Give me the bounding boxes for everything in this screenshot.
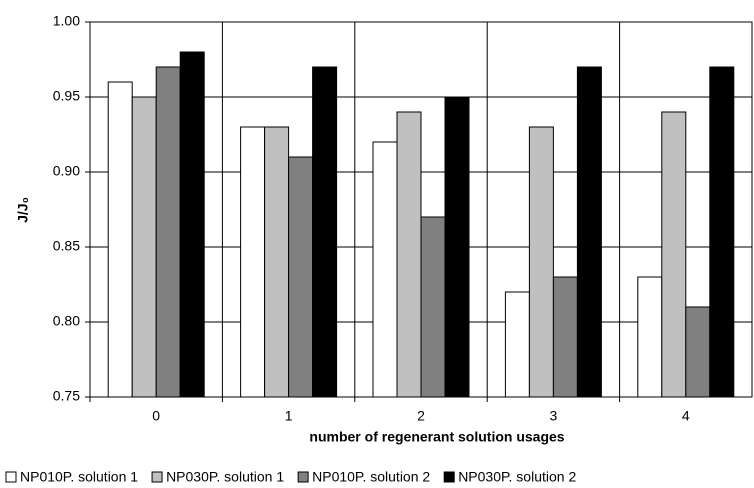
x-tick-label: 2 [417,408,425,424]
bar [372,141,398,398]
y-tick-label: 0.85 [53,238,80,254]
bar [685,306,711,398]
bar [396,111,422,398]
bar [240,126,266,398]
bar [661,111,687,398]
y-tick-label: 0.90 [53,163,80,179]
x-tick-label: 3 [550,408,558,424]
legend-swatch [5,471,17,483]
bar [107,81,133,398]
bar [637,276,663,398]
bar [528,126,554,398]
bar [155,66,181,398]
y-tick-label: 0.75 [53,388,80,404]
legend-swatch [443,471,455,483]
y-tick-label: 0.80 [53,313,80,329]
bar [312,66,338,398]
bar [504,291,530,398]
x-tick-label: 1 [285,408,293,424]
bar [288,156,314,398]
bar [264,126,290,398]
legend-label: NP030P. solution 2 [458,469,576,485]
x-tick-label: 0 [152,408,160,424]
legend-label: NP010P. solution 1 [20,469,138,485]
bar [179,51,205,398]
y-tick-label: 1.00 [53,13,80,29]
legend-label: NP030P. solution 1 [166,469,284,485]
y-tick-label: 0.95 [53,88,80,104]
bar [444,96,470,398]
y-axis-label: J/J₀ [15,197,31,223]
bar [131,96,157,398]
bar [576,66,602,398]
x-tick-label: 4 [682,408,690,424]
legend-swatch [151,471,163,483]
x-axis-label: number of regenerant solution usages [309,429,564,445]
bar [709,66,735,398]
bar [420,216,446,398]
legend-swatch [297,471,309,483]
bar [552,276,578,398]
legend-label: NP010P. solution 2 [312,469,430,485]
